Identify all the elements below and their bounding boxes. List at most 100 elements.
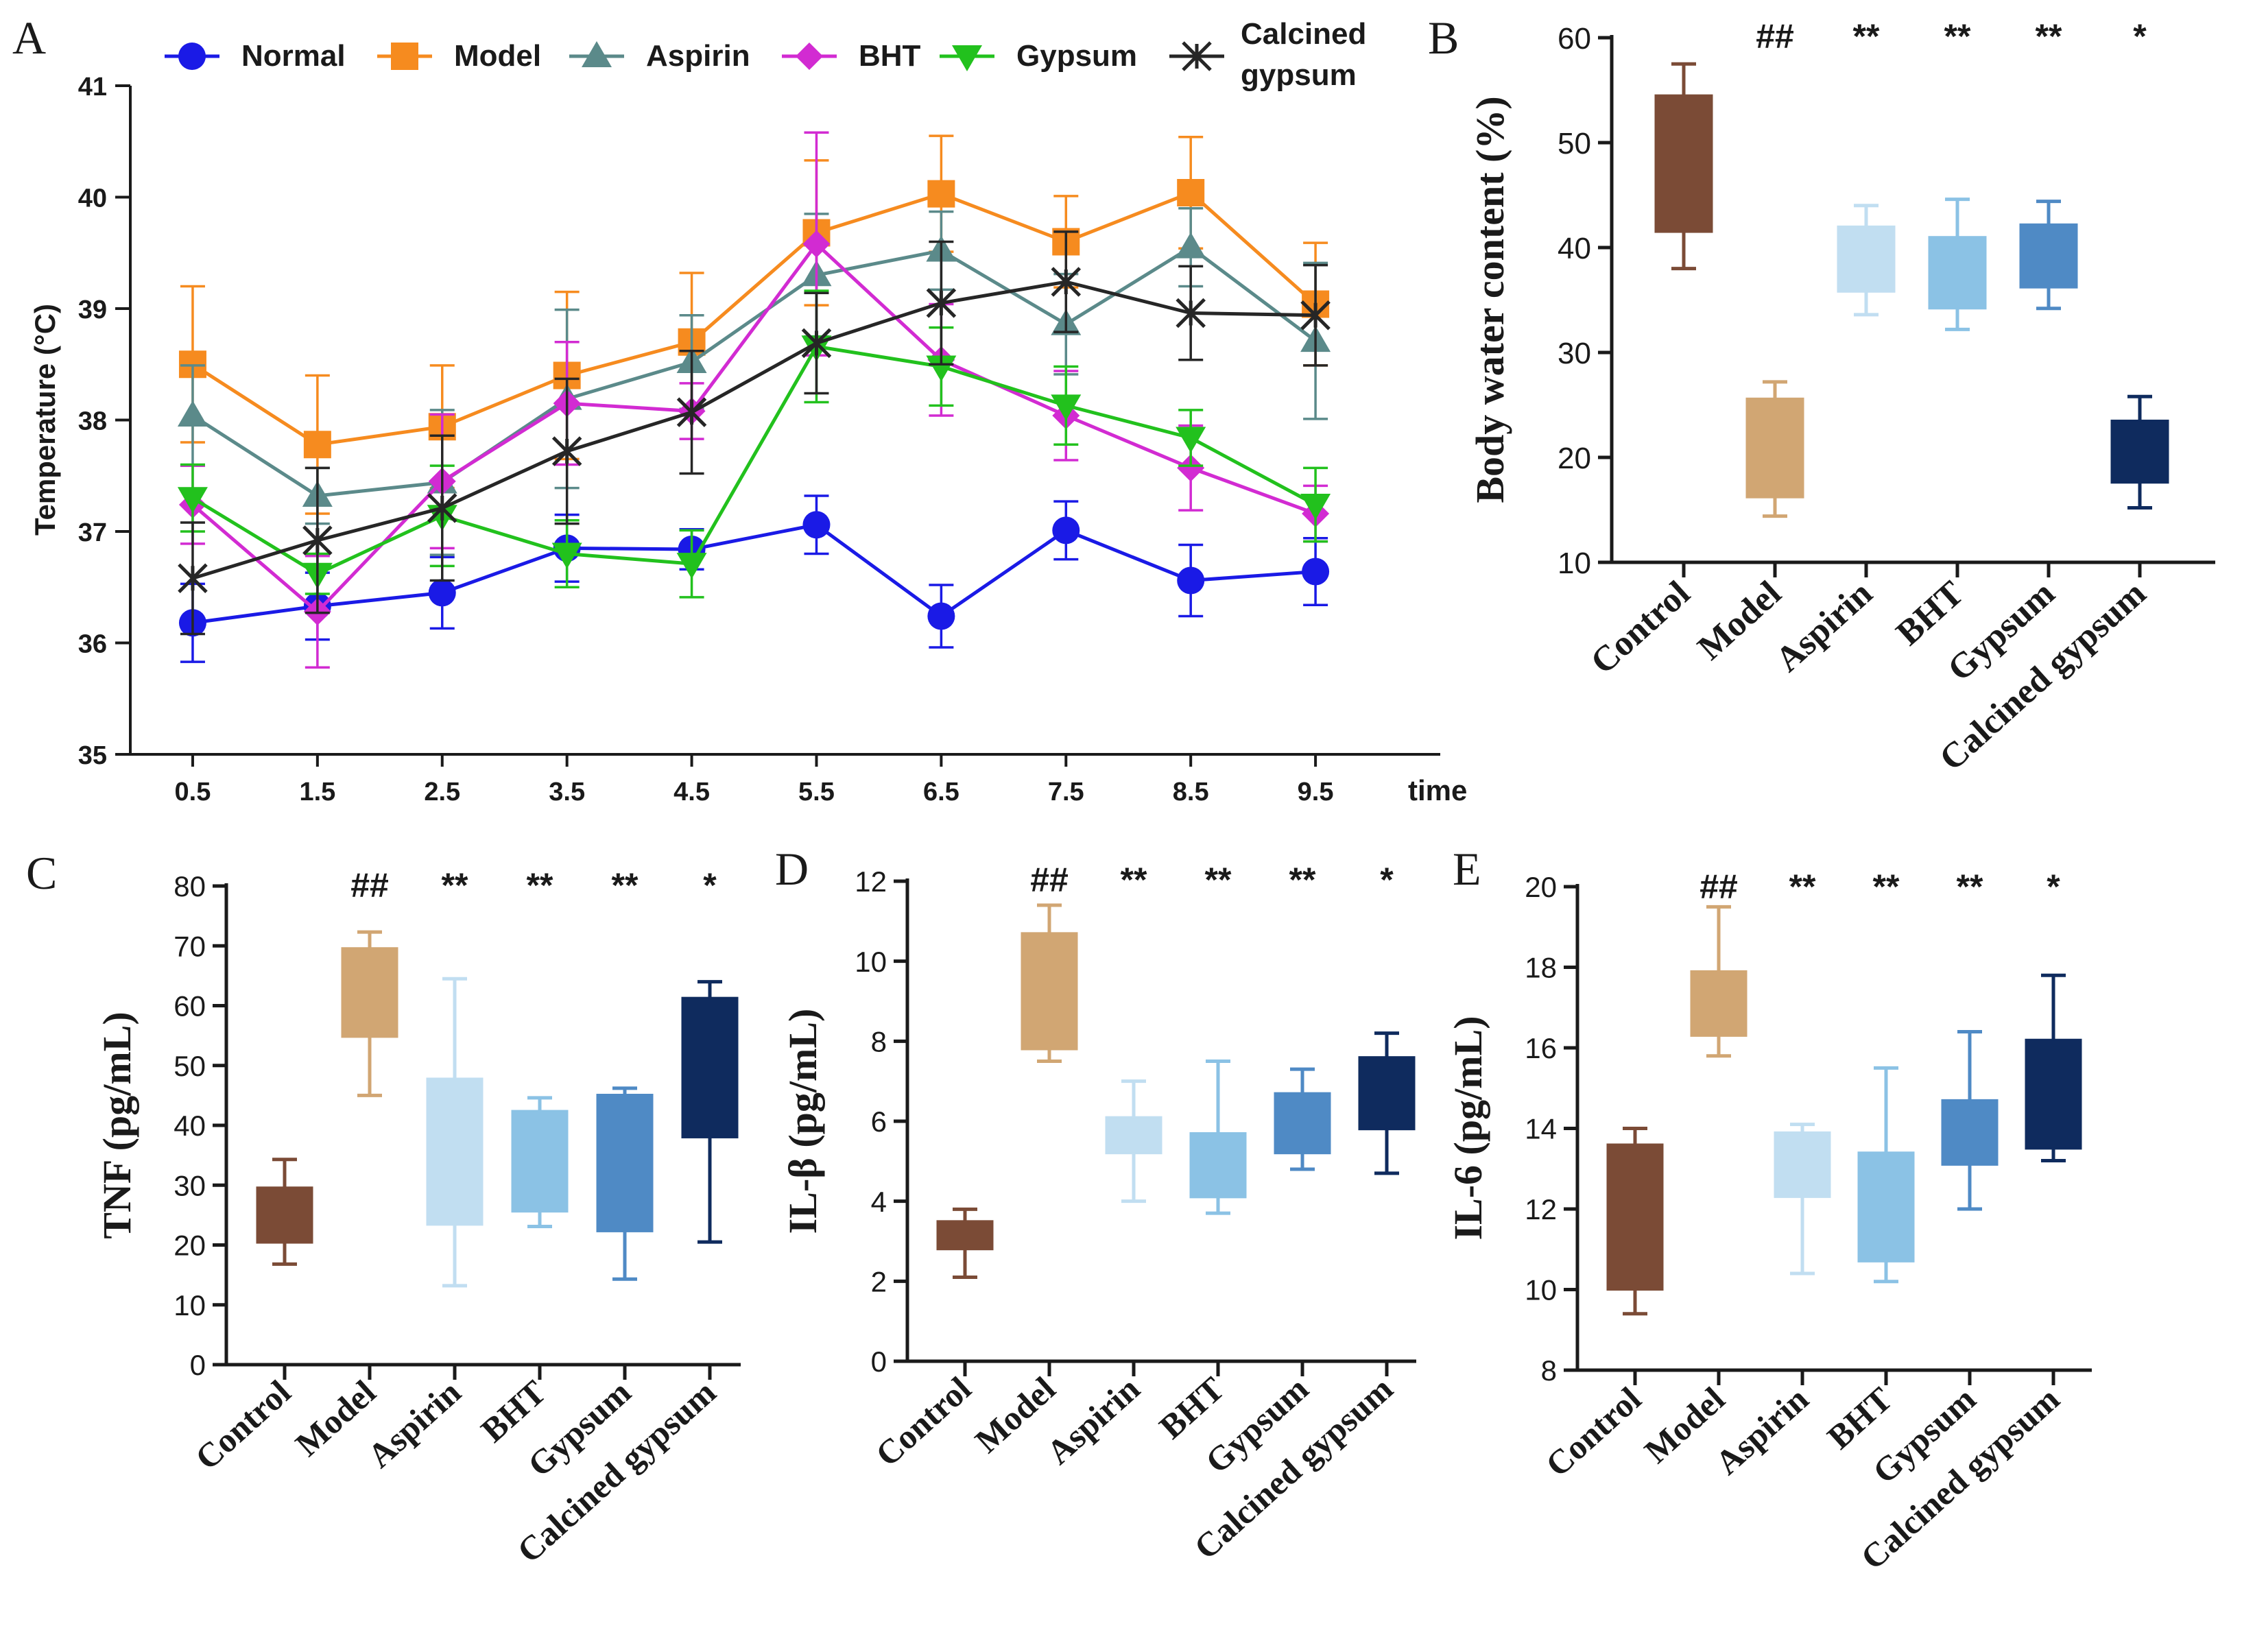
panel-a-letter: A [12, 12, 46, 64]
y-tick-label: 8 [871, 1025, 887, 1057]
legend-marker [952, 45, 982, 71]
series-aspirin [177, 207, 1331, 556]
panel-a-x-tick-label: 2.5 [424, 778, 460, 806]
data-point [427, 493, 457, 523]
data-point [1177, 179, 1205, 206]
panel-a-x-tick-label: 1.5 [299, 778, 335, 806]
legend-marker [391, 43, 418, 70]
data-point [802, 230, 831, 258]
data-point [178, 563, 208, 594]
box-bht: BHT** [1820, 867, 1915, 1457]
significance-marker: * [2133, 17, 2147, 56]
legend-label: Gypsum [1016, 39, 1137, 73]
data-point [1300, 494, 1331, 520]
legend-item-model: Model [377, 39, 541, 73]
box-body [511, 1110, 569, 1213]
legend-marker [178, 43, 206, 70]
category-label: Aspirin [1768, 574, 1880, 680]
y-axis-label: Body water content (%) [1468, 96, 1512, 503]
box-body [1021, 932, 1078, 1051]
data-point [1176, 427, 1206, 453]
y-tick-label: 0 [871, 1345, 887, 1378]
data-point [1051, 267, 1082, 297]
panel-c-letter: C [26, 847, 57, 899]
category-label: Control [1584, 574, 1697, 682]
box-control: Control [1538, 1127, 1664, 1484]
data-point [177, 487, 208, 514]
panel-a-y-tick-label: 40 [78, 184, 107, 213]
y-tick-label: 16 [1525, 1032, 1557, 1064]
legend-marker [582, 41, 612, 67]
data-point [926, 355, 957, 382]
y-tick-label: 20 [1525, 871, 1557, 903]
legend-label: BHT [859, 39, 921, 73]
legend-label: Normal [241, 39, 346, 73]
panel-b-letter: B [1428, 12, 1459, 64]
y-tick-label: 50 [1558, 127, 1591, 160]
box-body [1690, 970, 1748, 1037]
box-bht: BHT** [1889, 17, 1987, 653]
panel-a-x-tick-label: 7.5 [1048, 778, 1084, 806]
significance-marker: ** [1853, 17, 1880, 56]
box-body [426, 1077, 484, 1226]
series-normal [178, 494, 1330, 663]
data-point [1300, 300, 1331, 331]
panel-a-x-tick-label: 0.5 [175, 778, 211, 806]
significance-marker: ** [1121, 861, 1147, 899]
box-aspirin: Aspirin ** [1708, 867, 1831, 1482]
significance-marker: * [703, 866, 717, 905]
data-point [1176, 298, 1206, 328]
data-point [1302, 558, 1330, 586]
significance-marker: ** [1957, 867, 1983, 906]
y-tick-label: 18 [1525, 952, 1557, 984]
significance-marker: * [1380, 861, 1394, 899]
series-line [191, 191, 1317, 446]
panel-a-y-tick-label: 35 [78, 741, 107, 770]
y-tick-label: 50 [174, 1050, 206, 1082]
legend-item-calcined-gypsum: Calcined gypsum [1169, 17, 1366, 92]
legend-marker [1182, 41, 1212, 71]
significance-marker: * [2047, 867, 2060, 906]
data-point [927, 602, 955, 630]
box-body [1189, 1132, 1247, 1199]
legend-item-normal: Normal [165, 39, 346, 73]
category-label: Control [868, 1369, 979, 1474]
panel-a-x-tick-label: 5.5 [798, 778, 835, 806]
significance-marker: ** [1789, 867, 1816, 906]
box-body [341, 947, 398, 1038]
data-point [303, 431, 331, 459]
data-point [551, 436, 582, 466]
data-point [302, 525, 333, 555]
legend-label: Calcined [1241, 17, 1366, 51]
y-tick-label: 14 [1525, 1113, 1557, 1145]
legend-item-aspirin: Aspirin [569, 39, 750, 73]
significance-marker: ** [1944, 17, 1971, 56]
legend-marker [796, 43, 823, 70]
y-tick-label: 0 [190, 1349, 206, 1381]
y-axis-label: TNF (pg/mL) [95, 1011, 139, 1238]
box-bht: BHT** [1152, 861, 1247, 1446]
box-body [1654, 94, 1713, 233]
panel-a-y-tick-label: 39 [78, 296, 107, 324]
panel-b-box-chart: B 10 20 30 40 50 60 Body water content (%) Cont… [1428, 12, 2215, 778]
y-tick-label: 10 [855, 946, 887, 978]
panel-c-box-chart: C 0 10 20 30 40 50 60 70 80 TNF (pg/mL) ControlMod… [26, 847, 741, 1570]
box-body [2110, 419, 2169, 484]
y-tick-label: 40 [1558, 232, 1591, 265]
y-tick-label: 80 [174, 870, 206, 902]
panel-a-x-tick-label: 8.5 [1173, 778, 1209, 806]
box-gypsum: Gypsum** [1940, 17, 2078, 689]
legend-item-gypsum: Gypsum [940, 39, 1137, 73]
y-tick-label: 12 [855, 865, 887, 898]
y-axis-label: IL-6 (pg/mL) [1446, 1016, 1490, 1240]
series-line [192, 523, 1316, 625]
series-gypsum [177, 289, 1331, 599]
box-body [1857, 1151, 1915, 1262]
panel-a-x-tick-label: 9.5 [1298, 778, 1334, 806]
significance-marker: ## [1756, 17, 1794, 56]
y-tick-label: 30 [1558, 337, 1591, 370]
box-aspirin: Aspirin ** [1768, 17, 1896, 680]
significance-marker: ** [1873, 867, 1900, 906]
y-tick-label: 20 [174, 1230, 206, 1262]
